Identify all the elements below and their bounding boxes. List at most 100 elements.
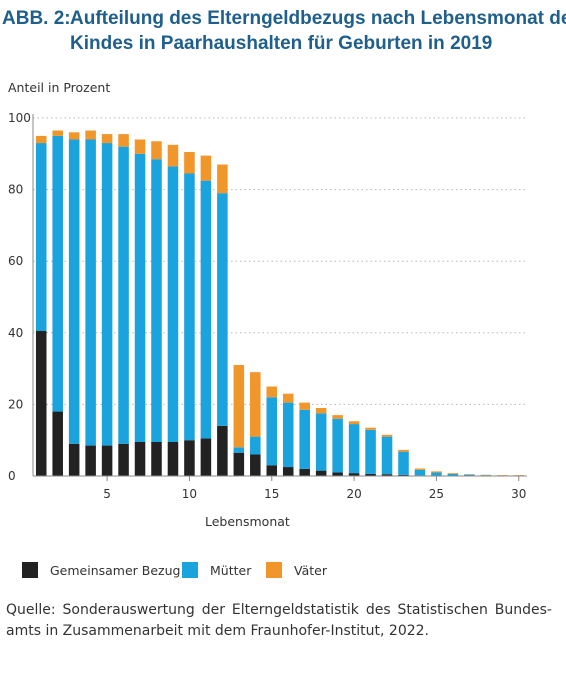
y-tick-label: 0 (8, 469, 16, 483)
y-axis-label: Anteil in Prozent (8, 80, 111, 95)
bar-muetter (365, 429, 376, 474)
bar-gemeinsam (68, 443, 80, 476)
bar-chart: 0 20 40 60 80 100 5 10 15 20 25 30 (8, 111, 527, 501)
bar-gemeinsam (398, 474, 409, 476)
legend-swatch-vaeter (266, 562, 282, 578)
title-line-1: Aufteilung des Elterngeldbezugs nach Leb… (70, 8, 566, 29)
bar-gemeinsam (233, 452, 245, 476)
bar-muetter (101, 143, 113, 446)
bar-muetter (398, 451, 409, 475)
bar-muetter (431, 472, 442, 476)
bar-vaeter (85, 130, 96, 140)
bar-gemeinsam (167, 441, 179, 476)
bar-vaeter (365, 427, 376, 430)
source-line-1: Quelle: Sonderauswertung der Elterngelds… (6, 602, 552, 618)
bar-gemeinsam (200, 438, 212, 476)
bar-muetter (151, 159, 162, 442)
bar-vaeter (299, 402, 310, 410)
legend-swatch-gemeinsamer-bezug (22, 562, 38, 578)
legend-swatch-muetter (182, 562, 198, 578)
x-tick-label: 10 (182, 487, 197, 501)
bar-gemeinsam (250, 454, 261, 476)
bar-vaeter (134, 139, 146, 154)
bar-vaeter (184, 152, 195, 174)
bar-muetter (250, 436, 261, 455)
y-tick-label: 100 (8, 111, 31, 125)
bar-muetter (167, 166, 179, 442)
bar-gemeinsam (134, 441, 146, 476)
bar-vaeter (447, 473, 459, 474)
bar-muetter (118, 146, 129, 444)
source-note: Quelle: Sonderauswertung der Elterngelds… (6, 600, 552, 642)
bar-muetter (184, 173, 195, 441)
bar-vaeter (101, 134, 113, 144)
x-tick-label: 15 (264, 487, 279, 501)
bar-gemeinsam (332, 472, 343, 476)
bar-muetter (35, 143, 47, 332)
bar-muetter (299, 409, 310, 469)
bar-muetter (447, 473, 459, 476)
y-tick-label: 20 (8, 397, 23, 411)
bar-muetter (85, 139, 96, 446)
bar-vaeter (233, 365, 245, 448)
bar-muetter (480, 475, 492, 476)
bar-vaeter (266, 386, 278, 398)
bar-vaeter (348, 421, 360, 425)
bar-vaeter (35, 135, 47, 144)
bar-vaeter (431, 471, 442, 473)
bar-muetter (332, 418, 343, 473)
bar-gemeinsam (118, 443, 129, 476)
bar-gemeinsam (184, 440, 195, 476)
x-tick-label: 25 (429, 487, 444, 501)
bar-gemeinsam (52, 411, 63, 476)
bar-gemeinsam (266, 465, 278, 476)
bar-muetter (217, 193, 228, 426)
bar-gemeinsam (35, 331, 47, 476)
legend-label-muetter: Mütter (210, 563, 252, 578)
bar-vaeter (151, 141, 162, 160)
bar-gemeinsam (217, 425, 228, 476)
legend-label-gemeinsamer-bezug: Gemeinsamer Bezug (50, 563, 181, 578)
bar-vaeter (381, 434, 393, 437)
bar-muetter (414, 469, 426, 476)
bar-muetter (381, 436, 393, 475)
bar-muetter (233, 447, 245, 453)
bar-muetter (464, 474, 475, 476)
bar-vaeter (118, 134, 129, 147)
y-tick-label: 60 (8, 254, 23, 268)
bar-vaeter (200, 155, 212, 181)
bar-muetter (315, 413, 327, 471)
bar-gemeinsam (315, 470, 327, 476)
bar-gemeinsam (348, 473, 360, 476)
x-tick-label: 20 (346, 487, 361, 501)
bar-gemeinsam (85, 445, 96, 476)
bar-muetter (52, 135, 63, 412)
bar-muetter (200, 180, 212, 439)
y-tick-label: 80 (8, 183, 23, 197)
x-axis-label: Lebensmonat (205, 514, 290, 529)
figure-number: ABB. 2: (2, 8, 71, 29)
bar-muetter (266, 397, 278, 466)
bar-vaeter (68, 132, 80, 140)
x-tick-label: 5 (103, 487, 111, 501)
x-tick-label: 30 (511, 487, 526, 501)
bar-gemeinsam (365, 473, 376, 476)
bar-vaeter (52, 130, 63, 136)
bar-muetter (68, 139, 80, 444)
bar-muetter (134, 153, 146, 442)
bar-gemeinsam (299, 468, 310, 476)
bar-gemeinsam (151, 441, 162, 476)
bar-vaeter (398, 449, 409, 452)
bar-vaeter (315, 407, 327, 414)
source-line-2: amts in Zusammenarbeit mit dem Fraunhofe… (6, 623, 429, 639)
y-tick-label: 40 (8, 326, 23, 340)
bar-vaeter (250, 372, 261, 437)
legend-label-vaeter: Väter (294, 563, 327, 578)
bar-muetter (348, 424, 360, 474)
bar-vaeter (217, 164, 228, 194)
title-line-2: Kindes in Paarhaushalten für Geburten in… (70, 33, 493, 54)
bar-vaeter (414, 468, 426, 470)
bar-gemeinsam (282, 467, 294, 476)
bar-vaeter (332, 415, 343, 419)
bar-vaeter (282, 393, 294, 403)
